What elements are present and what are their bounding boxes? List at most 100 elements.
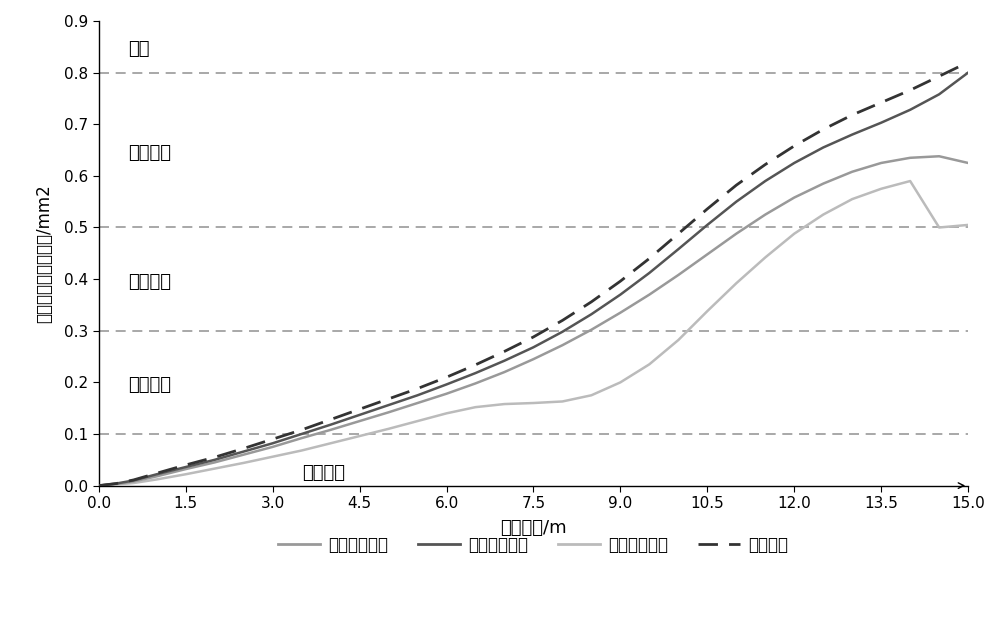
第二个齿磨损 bbox=[354, 411, 366, 419]
第二个齿磨损 bbox=[556, 328, 568, 336]
第三个齿磨损 bbox=[730, 280, 742, 287]
第二个齿磨损 bbox=[498, 357, 510, 365]
最大磨损 bbox=[325, 416, 337, 423]
第二个齿磨损 bbox=[267, 440, 279, 447]
最大磨损 bbox=[585, 298, 597, 306]
第一个齿磨损 bbox=[93, 482, 105, 490]
第三个齿磨损 bbox=[962, 221, 974, 229]
最大磨损 bbox=[238, 445, 250, 452]
第二个齿磨损 bbox=[180, 463, 192, 471]
Text: 剧烈磨损: 剧烈磨损 bbox=[128, 144, 171, 162]
第三个齿磨损 bbox=[585, 391, 597, 399]
Line: 第一个齿磨损: 第一个齿磨损 bbox=[99, 156, 968, 486]
第一个齿磨损 bbox=[383, 408, 395, 416]
Text: 失效: 失效 bbox=[128, 40, 149, 59]
第二个齿磨损 bbox=[817, 144, 829, 151]
第一个齿磨损 bbox=[643, 291, 655, 299]
第一个齿磨损 bbox=[469, 380, 481, 387]
第三个齿磨损 bbox=[354, 432, 366, 440]
第二个齿磨损 bbox=[614, 291, 626, 299]
最大磨损 bbox=[962, 59, 974, 66]
第一个齿磨损 bbox=[238, 451, 250, 459]
第三个齿磨损 bbox=[151, 476, 163, 483]
第一个齿磨损 bbox=[672, 271, 684, 278]
第二个齿磨损 bbox=[527, 343, 539, 351]
最大磨损 bbox=[701, 205, 713, 213]
第三个齿磨损 bbox=[209, 465, 221, 472]
第一个齿磨损 bbox=[817, 180, 829, 187]
第三个齿磨损 bbox=[817, 211, 829, 219]
第二个齿磨损 bbox=[933, 91, 945, 98]
第一个齿磨损 bbox=[846, 168, 858, 176]
第二个齿磨损 bbox=[672, 246, 684, 253]
最大磨损 bbox=[128, 476, 140, 484]
Text: 初始磨损: 初始磨损 bbox=[302, 464, 345, 482]
第三个齿磨损 bbox=[846, 195, 858, 203]
第二个齿磨损 bbox=[759, 177, 771, 185]
最大磨损 bbox=[527, 333, 539, 341]
最大磨损 bbox=[93, 482, 105, 490]
第一个齿磨损 bbox=[962, 159, 974, 167]
第三个齿磨损 bbox=[643, 360, 655, 368]
最大磨损 bbox=[759, 161, 771, 168]
最大磨损 bbox=[817, 125, 829, 133]
第一个齿磨损 bbox=[180, 466, 192, 473]
第三个齿磨损 bbox=[672, 336, 684, 344]
第二个齿磨损 bbox=[962, 69, 974, 76]
Y-axis label: 刀具后刀面磨损面积/mm2: 刀具后刀面磨损面积/mm2 bbox=[35, 184, 53, 323]
第一个齿磨损 bbox=[933, 152, 945, 160]
第三个齿磨损 bbox=[93, 482, 105, 490]
最大磨损 bbox=[933, 72, 945, 80]
最大磨损 bbox=[904, 86, 916, 94]
Legend: 第一个齿磨损, 第二个齿磨损, 第三个齿磨损, 最大磨损: 第一个齿磨损, 第二个齿磨损, 第三个齿磨损, 最大磨损 bbox=[272, 530, 795, 561]
第二个齿磨损 bbox=[325, 421, 337, 428]
最大磨损 bbox=[498, 348, 510, 355]
第一个齿磨损 bbox=[354, 417, 366, 425]
第一个齿磨损 bbox=[151, 472, 163, 480]
第三个齿磨损 bbox=[788, 230, 800, 238]
最大磨损 bbox=[614, 277, 626, 285]
最大磨损 bbox=[441, 374, 453, 381]
第一个齿磨损 bbox=[875, 159, 887, 167]
第三个齿磨损 bbox=[614, 379, 626, 386]
第一个齿磨损 bbox=[110, 480, 122, 488]
第一个齿磨损 bbox=[904, 154, 916, 161]
第三个齿磨损 bbox=[498, 400, 510, 408]
第二个齿磨损 bbox=[846, 131, 858, 139]
第三个齿磨损 bbox=[441, 410, 453, 417]
第二个齿磨损 bbox=[701, 221, 713, 229]
第三个齿磨损 bbox=[383, 425, 395, 433]
第一个齿磨损 bbox=[585, 326, 597, 333]
第二个齿磨损 bbox=[128, 477, 140, 484]
最大磨损 bbox=[469, 361, 481, 369]
第一个齿磨损 bbox=[556, 341, 568, 349]
第二个齿磨损 bbox=[296, 430, 308, 438]
第三个齿磨损 bbox=[933, 224, 945, 231]
最大磨损 bbox=[556, 317, 568, 324]
第二个齿磨损 bbox=[110, 480, 122, 488]
第一个齿磨损 bbox=[701, 251, 713, 258]
最大磨损 bbox=[730, 181, 742, 189]
最大磨损 bbox=[110, 480, 122, 488]
第一个齿磨损 bbox=[759, 211, 771, 219]
第二个齿磨损 bbox=[151, 471, 163, 478]
第二个齿磨损 bbox=[730, 198, 742, 205]
第三个齿磨损 bbox=[110, 481, 122, 488]
第三个齿磨损 bbox=[267, 453, 279, 461]
第一个齿磨损 bbox=[128, 478, 140, 485]
第一个齿磨损 bbox=[412, 399, 424, 407]
最大磨损 bbox=[296, 426, 308, 433]
第三个齿磨损 bbox=[325, 440, 337, 447]
Line: 第三个齿磨损: 第三个齿磨损 bbox=[99, 181, 968, 486]
最大磨损 bbox=[209, 454, 221, 461]
Line: 最大磨损: 最大磨损 bbox=[99, 62, 968, 486]
最大磨损 bbox=[180, 461, 192, 469]
第一个齿磨损 bbox=[614, 309, 626, 316]
第一个齿磨损 bbox=[209, 459, 221, 466]
Text: 轻微磨损: 轻微磨损 bbox=[128, 376, 171, 394]
第二个齿磨损 bbox=[412, 391, 424, 399]
第二个齿磨损 bbox=[383, 401, 395, 409]
第二个齿磨损 bbox=[875, 119, 887, 127]
第三个齿磨损 bbox=[412, 417, 424, 425]
第三个齿磨损 bbox=[469, 403, 481, 411]
